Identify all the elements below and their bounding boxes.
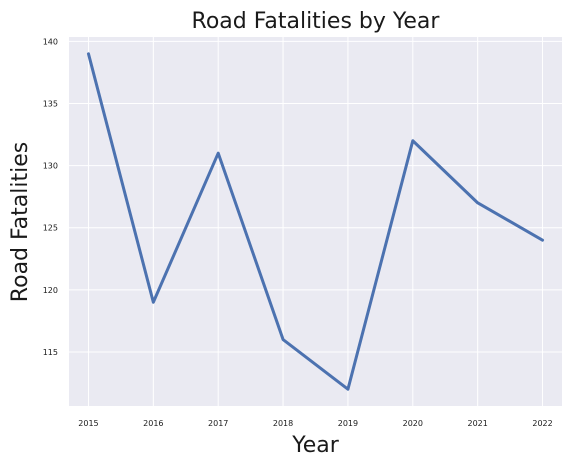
series-line: [86, 52, 545, 391]
y-tick-label: 135: [43, 99, 58, 108]
x-tick-label: 2017: [208, 419, 228, 428]
y-tick-label: 115: [43, 348, 58, 357]
x-tick-label: 2022: [532, 419, 552, 428]
x-tick-label: 2019: [338, 419, 358, 428]
y-tick-label: 125: [43, 224, 58, 233]
x-tick-label: 2020: [403, 419, 423, 428]
y-tick-label: 140: [43, 37, 58, 46]
x-tick-label: 2016: [143, 419, 163, 428]
x-tick-labels: 2015 2016 2017 2018 2019 2020 2021 2022: [78, 419, 552, 428]
x-axis-label: Year: [291, 433, 340, 458]
y-tick-labels: 115 120 125 130 135 140: [43, 37, 58, 357]
plot-area: [69, 37, 562, 406]
gridlines: [69, 37, 562, 406]
y-tick-label: 120: [43, 286, 58, 295]
x-tick-label: 2018: [273, 419, 293, 428]
y-axis-label: Road Fatalities: [8, 142, 33, 302]
y-tick-label: 130: [43, 162, 58, 171]
chart-title: Road Fatalities by Year: [192, 9, 441, 34]
x-tick-label: 2015: [78, 419, 98, 428]
x-tick-label: 2021: [467, 419, 487, 428]
